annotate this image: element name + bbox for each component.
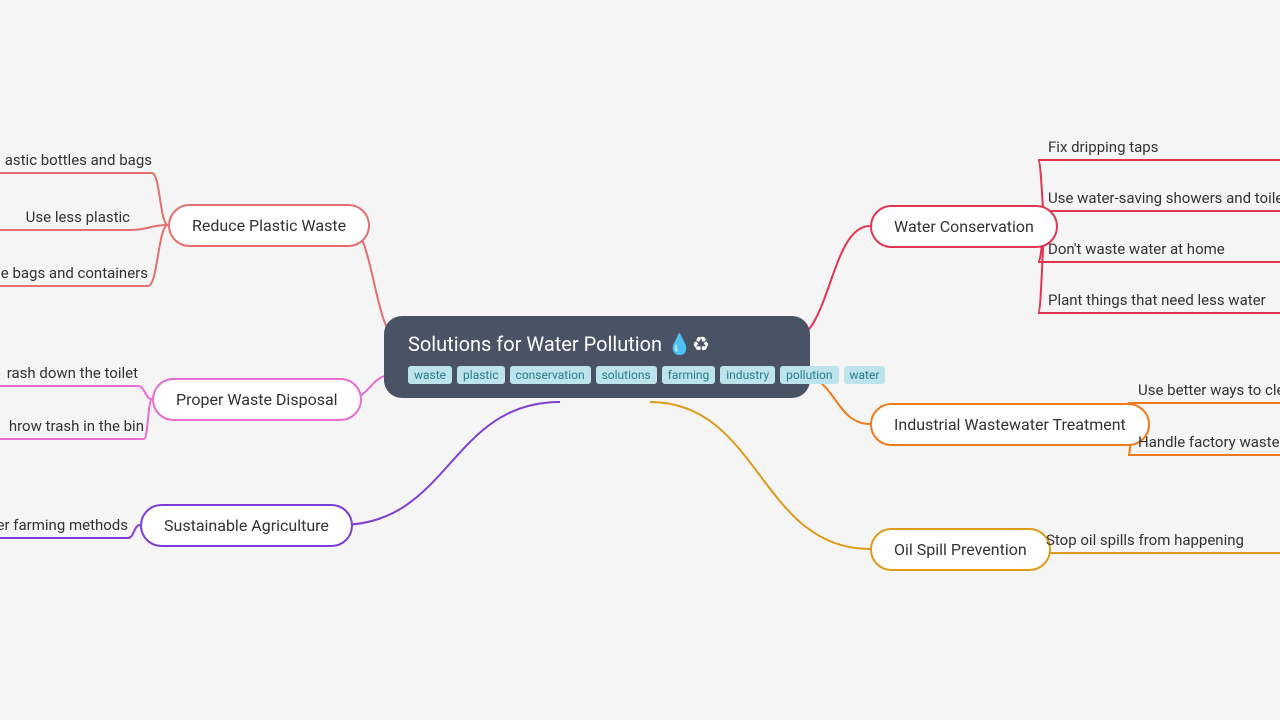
branch-label: Reduce Plastic Waste [192,216,346,235]
connector-branch-to-leaf [138,386,152,399]
tag[interactable]: water [844,366,886,384]
leaf-node[interactable]: Plant things that need less water [1048,291,1266,309]
connector-branch-to-leaf [148,225,168,286]
branch-label: Oil Spill Prevention [894,540,1027,559]
leaf-node[interactable]: Fix dripping taps [1048,138,1158,156]
leaf-node[interactable]: Use water-saving showers and toilets [1048,189,1280,207]
connector-center-to-oil-spill [650,402,870,549]
tag[interactable]: waste [408,366,452,384]
connector-branch-to-leaf [128,525,140,538]
branch-node-industrial-wastewater[interactable]: Industrial Wastewater Treatment [870,403,1150,446]
leaf-node[interactable]: Use less plastic [26,208,130,226]
center-node[interactable]: Solutions for Water Pollution 💧♻ waste pla… [384,316,810,398]
tag[interactable]: conservation [510,366,591,384]
tag[interactable]: pollution [780,366,838,384]
leaf-node[interactable]: rash down the toilet [7,364,138,382]
leaf-node[interactable]: Use better ways to clean f [1138,381,1280,399]
branch-node-sustainable-ag[interactable]: Sustainable Agriculture [140,504,353,547]
branch-node-reduce-plastic[interactable]: Reduce Plastic Waste [168,204,370,247]
connector-branch-to-leaf [130,225,168,230]
branch-label: Sustainable Agriculture [164,516,329,535]
leaf-node[interactable]: Stop oil spills from happening [1046,531,1244,549]
tag[interactable]: solutions [596,366,657,384]
leaf-node[interactable]: Handle factory waste bett [1138,433,1280,451]
branch-label: Water Conservation [894,217,1034,236]
connector-branch-to-leaf [144,399,152,439]
leaf-node[interactable]: astic bottles and bags [5,151,152,169]
leaf-node[interactable]: hrow trash in the bin [9,417,144,435]
branch-node-water-conservation[interactable]: Water Conservation [870,205,1058,248]
branch-node-oil-spill[interactable]: Oil Spill Prevention [870,528,1051,571]
tag[interactable]: farming [662,366,716,384]
connector-center-to-sustainable-ag [340,402,560,525]
leaf-node[interactable]: Don't waste water at home [1048,240,1225,258]
leaf-node[interactable]: er farming methods [0,516,128,534]
center-title: Solutions for Water Pollution 💧♻ [408,332,786,356]
leaf-node[interactable]: e bags and containers [1,264,148,282]
connector-branch-to-leaf [152,173,168,225]
branch-node-waste-disposal[interactable]: Proper Waste Disposal [152,378,362,421]
tag[interactable]: industry [720,366,775,384]
center-tags: waste plastic conservation solutions farming… [408,366,786,384]
branch-label: Industrial Wastewater Treatment [894,415,1126,434]
tag[interactable]: plastic [457,366,505,384]
branch-label: Proper Waste Disposal [176,390,338,409]
